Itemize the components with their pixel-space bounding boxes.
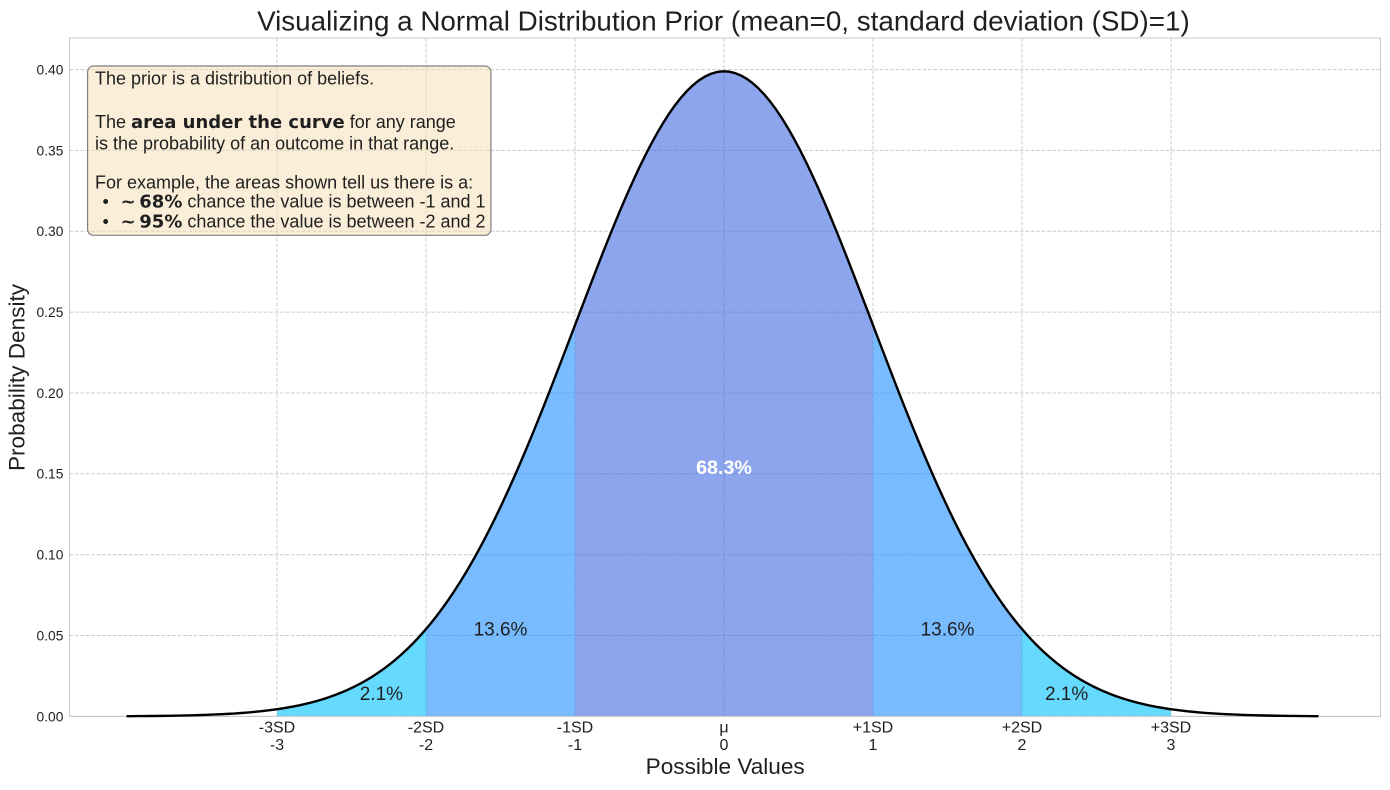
svg-text:+2SD: +2SD: [1002, 720, 1042, 737]
svg-text:1: 1: [869, 737, 878, 754]
svg-text:0.25: 0.25: [37, 305, 64, 320]
svg-text:0.15: 0.15: [37, 467, 64, 482]
svg-text:+3SD: +3SD: [1151, 720, 1191, 737]
svg-text:For example, the areas shown t: For example, the areas shown tell us the…: [95, 172, 473, 192]
svg-text:Visualizing a Normal Distribut: Visualizing a Normal Distribution Prior …: [257, 6, 1190, 37]
svg-text:-1SD: -1SD: [557, 720, 593, 737]
svg-text:68.3%: 68.3%: [696, 457, 752, 479]
svg-text:0.10: 0.10: [37, 548, 64, 563]
svg-text:-3SD: -3SD: [259, 720, 295, 737]
svg-text:Probability Density: Probability Density: [5, 283, 30, 471]
svg-text:0: 0: [720, 737, 729, 754]
svg-text:0.40: 0.40: [37, 63, 64, 78]
svg-text:13.6%: 13.6%: [474, 620, 528, 641]
svg-text:2.1%: 2.1%: [1045, 684, 1088, 705]
svg-text:Possible Values: Possible Values: [646, 754, 805, 779]
svg-text:•~ 95% chance the value is bet: • ~ 95% chance the value is between -2 an…: [103, 211, 486, 232]
svg-text:The area under the curve for a: The area under the curve for any range: [95, 112, 456, 133]
svg-text:μ: μ: [719, 720, 728, 737]
svg-text:-2SD: -2SD: [408, 720, 444, 737]
svg-text:2.1%: 2.1%: [360, 684, 403, 705]
svg-text:0.20: 0.20: [37, 386, 64, 401]
svg-text:-1: -1: [568, 737, 582, 754]
svg-text:2: 2: [1018, 737, 1027, 754]
svg-text:0.30: 0.30: [37, 224, 64, 239]
svg-text:0.35: 0.35: [37, 143, 64, 158]
svg-text:•~ 68% chance the value is bet: • ~ 68% chance the value is between -1 an…: [103, 191, 486, 212]
svg-text:+1SD: +1SD: [853, 720, 893, 737]
svg-text:13.6%: 13.6%: [921, 620, 975, 641]
svg-text:0.05: 0.05: [37, 628, 64, 643]
svg-text:0.00: 0.00: [37, 709, 64, 724]
svg-text:3: 3: [1167, 737, 1176, 754]
svg-text:-3: -3: [270, 737, 284, 754]
svg-text:-2: -2: [419, 737, 433, 754]
svg-text:is the probability of an outco: is the probability of an outcome in that…: [95, 134, 454, 154]
svg-text:The prior is a distribution of: The prior is a distribution of beliefs.: [95, 69, 374, 89]
